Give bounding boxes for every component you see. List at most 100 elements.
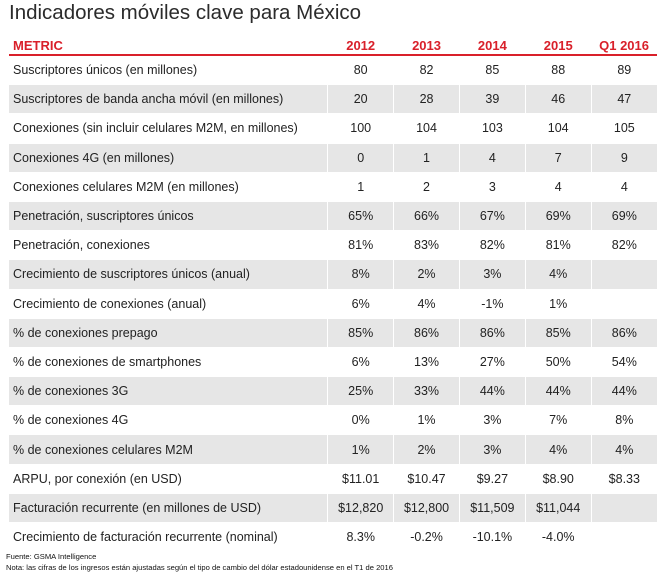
row-label: Facturación recurrente (en millones de U…	[9, 493, 328, 523]
column-header-2014: 2014	[477, 37, 507, 53]
table-row: % de conexiones de smartphones 6% 13% 27% 50…	[9, 347, 657, 377]
table-cell: 47	[590, 84, 657, 114]
table-cell: 100	[327, 113, 394, 144]
table-cell: 44%	[524, 376, 592, 406]
table-cell: 33%	[393, 376, 460, 406]
table-cell: 54%	[590, 347, 657, 377]
row-label: ARPU, por conexión (en USD)	[13, 471, 182, 486]
table-cell	[590, 522, 657, 552]
table-row: Crecimiento de facturación recurrente (n…	[9, 522, 657, 552]
table-cell: 50%	[524, 347, 592, 377]
table-cell: 1	[327, 172, 394, 202]
table-cell: 85%	[524, 318, 592, 348]
table-cell: 0	[327, 143, 394, 173]
table-cell: 3%	[458, 434, 526, 465]
table-cell: -4.0%	[524, 522, 592, 552]
row-label: Crecimiento de conexiones (anual)	[13, 296, 207, 311]
table-cell: 0%	[327, 405, 394, 435]
table-cell: 7	[524, 143, 592, 173]
table-cell: 67%	[458, 201, 526, 231]
table-cell: 103	[458, 113, 526, 144]
table-cell: 3%	[458, 259, 526, 289]
table-cell: 20	[327, 84, 394, 114]
table-cell: 81%	[327, 230, 394, 260]
table-cell: 66%	[393, 201, 460, 231]
column-header-2015: 2015	[543, 37, 573, 53]
table-cell: 8%	[590, 405, 657, 435]
table-cell: 8%	[327, 259, 394, 289]
table-cell: 80	[327, 55, 394, 85]
row-label: % de conexiones de smartphones	[13, 354, 202, 369]
table-cell: 6%	[327, 289, 394, 319]
table-row: Conexiones 4G (en millones) 0 1 4 7 9	[9, 143, 657, 173]
table-cell: 2%	[393, 434, 460, 465]
table-cell	[590, 289, 657, 319]
table-cell	[590, 259, 657, 289]
table-cell: $9.27	[458, 464, 526, 494]
table-row: % de conexiones prepago 85% 86% 86% 85% 86%	[9, 318, 657, 348]
table-row: Penetración, suscriptores únicos 65% 66% 67…	[9, 201, 657, 231]
table-cell: 8.3%	[327, 522, 394, 552]
row-label: Penetración, conexiones	[13, 238, 150, 253]
table-cell: 65%	[327, 201, 394, 231]
row-label: % de conexiones 3G	[9, 376, 328, 406]
table-cell: 4%	[524, 259, 592, 289]
table-cell: 89	[590, 55, 657, 85]
table-row: % de conexiones 3G 25% 33% 44% 44% 44%	[9, 376, 657, 406]
table-cell: 83%	[393, 230, 460, 260]
table-cell: 2	[393, 172, 460, 202]
table-cell: 86%	[590, 318, 657, 348]
row-label: Suscriptores únicos (en millones)	[13, 63, 198, 78]
table-cell: $11,044	[524, 493, 592, 523]
table-row: Conexiones celulares M2M (en millones) 1 2…	[9, 172, 657, 202]
table-cell: -1%	[458, 289, 526, 319]
column-header-q1-2016: Q1 2016	[599, 37, 649, 53]
row-label: % de conexiones celulares M2M	[9, 434, 328, 465]
row-label: Conexiones (sin incluir celulares M2M, e…	[13, 121, 298, 136]
table-cell: 1%	[524, 289, 592, 319]
table-cell: 4	[458, 143, 526, 173]
table-cell: $12,800	[393, 493, 460, 523]
table-cell: $10.47	[393, 464, 460, 494]
row-label: Suscriptores de banda ancha móvil (en mi…	[9, 84, 328, 114]
table-cell: 82	[393, 55, 460, 85]
table-row: Crecimiento de conexiones (anual) 6% 4% -1%…	[9, 289, 657, 319]
table-row: Facturación recurrente (en millones de U…	[9, 493, 657, 523]
table-row: Penetración, conexiones 81% 83% 82% 81% 82%	[9, 230, 657, 260]
table-cell: 28	[393, 84, 460, 114]
column-header-metric: METRIC	[13, 37, 63, 53]
table-cell: 104	[393, 113, 460, 144]
table-cell: 39	[458, 84, 526, 114]
table-cell: $11.01	[327, 464, 394, 494]
table-cell: 105	[590, 113, 657, 144]
table-cell: 4	[590, 172, 657, 202]
table-header-row: METRIC 2012 2013 2014 2015 Q1 2016	[9, 36, 657, 55]
table-cell: 1%	[327, 434, 394, 465]
table-cell: $11,509	[458, 493, 526, 523]
column-header-2013: 2013	[412, 37, 441, 53]
table-cell: 13%	[393, 347, 460, 377]
table-cell: 4%	[393, 289, 460, 319]
table-cell: 86%	[393, 318, 460, 348]
table-cell: 69%	[524, 201, 592, 231]
footnote-source: Fuente: GSMA Intelligence	[6, 552, 97, 561]
table-cell: 4%	[590, 434, 657, 465]
table-cell: 85%	[327, 318, 394, 348]
table-cell: 2%	[393, 259, 460, 289]
table-cell: 104	[524, 113, 592, 144]
table-cell: 4	[524, 172, 592, 202]
table-row: % de conexiones 4G 0% 1% 3% 7% 8%	[9, 405, 657, 435]
table-cell: 7%	[524, 405, 592, 435]
table-row: Suscriptores únicos (en millones) 80 82 85 8…	[9, 55, 657, 85]
table-cell: $12,820	[327, 493, 394, 523]
row-label: Conexiones 4G (en millones)	[9, 143, 328, 173]
table-cell: 81%	[524, 230, 592, 260]
row-label: Penetración, suscriptores únicos	[9, 201, 328, 231]
page-title: Indicadores móviles clave para México	[9, 1, 362, 24]
table-cell: 3	[458, 172, 526, 202]
table-cell: -10.1%	[458, 522, 526, 552]
table-cell	[590, 493, 657, 523]
table-cell: 46	[524, 84, 592, 114]
table-cell: $8.33	[590, 464, 657, 494]
indicators-table: METRIC 2012 2013 2014 2015 Q1 2016 Suscr…	[9, 36, 657, 552]
